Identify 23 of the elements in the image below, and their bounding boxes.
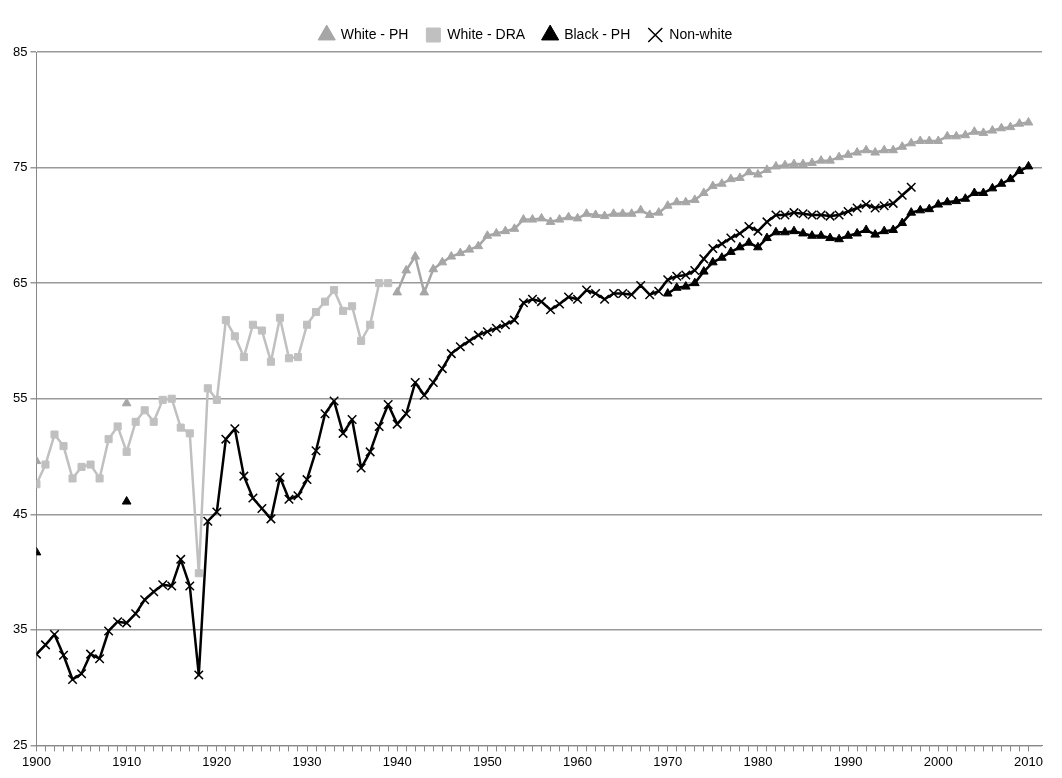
- legend-label: White - DRA: [447, 25, 526, 42]
- x-tick-label: 2000: [923, 753, 953, 769]
- legend-label: White - PH: [340, 25, 409, 42]
- legend-label: Non-white: [669, 25, 733, 42]
- x-tick-label: 1930: [292, 753, 322, 769]
- legend-label: Black - PH: [564, 25, 631, 42]
- y-tick-label: 45: [12, 505, 28, 521]
- y-tick-label: 85: [12, 43, 28, 59]
- x-tick-label: 1910: [112, 753, 142, 769]
- y-tick-label: 75: [12, 159, 28, 175]
- x-tick-label: 1960: [563, 753, 593, 769]
- x-tick-label: 2010: [1014, 753, 1043, 769]
- x-tick-label: 1980: [743, 753, 773, 769]
- y-tick-label: 35: [12, 621, 28, 637]
- y-tick-label: 25: [12, 736, 28, 752]
- x-tick-label: 1940: [382, 753, 412, 769]
- x-tick-label: 1990: [833, 753, 863, 769]
- x-tick-label: 1900: [22, 753, 51, 769]
- x-tick-label: 1970: [653, 753, 683, 769]
- y-tick-label: 65: [12, 274, 28, 290]
- x-tick-label: 1920: [202, 753, 232, 769]
- x-tick-label: 1950: [472, 753, 502, 769]
- y-tick-label: 55: [12, 390, 28, 406]
